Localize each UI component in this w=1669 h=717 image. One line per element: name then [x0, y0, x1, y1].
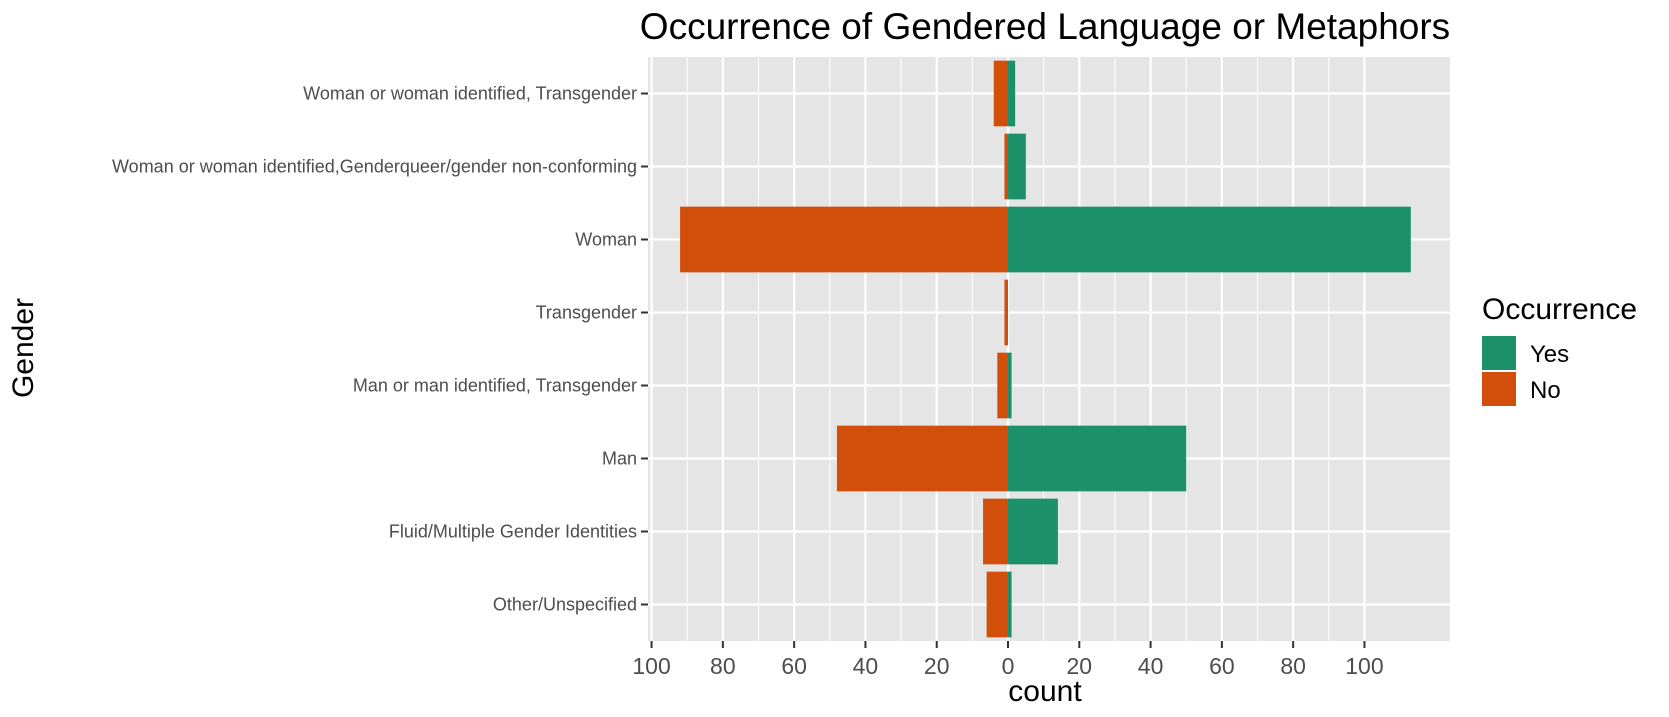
chart-title: Occurrence of Gendered Language or Metap…: [640, 6, 1450, 47]
bar-yes-man: [1008, 425, 1187, 492]
y-tick-label: Transgender: [536, 303, 637, 323]
x-tick-label: 40: [1138, 653, 1164, 679]
x-tick-label: 80: [1280, 653, 1306, 679]
legend: Occurrence Yes No: [1482, 293, 1637, 406]
bar-no-transgender: [1004, 279, 1009, 346]
bar-yes-man-or-man-identified-transgender: [1008, 352, 1012, 419]
legend-title: Occurrence: [1482, 293, 1637, 326]
bar-yes-other-unspecified: [1008, 571, 1012, 638]
bar-no-man-or-man-identified-transgender: [997, 352, 1009, 419]
x-axis: 100 80 60 40 20 0 20 40 60 80 100: [632, 641, 1384, 679]
y-tick-label: Woman: [575, 230, 637, 250]
legend-swatch-no: [1482, 372, 1516, 406]
y-tick-label: Man: [602, 449, 637, 469]
bar-no-woman: [680, 206, 1009, 273]
x-tick-label: 20: [1067, 653, 1093, 679]
y-axis: Woman or woman identified, Transgender Wo…: [112, 84, 648, 615]
bar-no-woman-or-woman-identified-genderqueer-gender-non-conforming: [1004, 133, 1009, 200]
y-tick-label: Woman or woman identified,Genderqueer/ge…: [112, 157, 637, 177]
y-tick-label: Other/Unspecified: [493, 595, 637, 615]
bar-yes-woman-or-woman-identified-transgender: [1008, 60, 1016, 127]
bar-no-fluid-multiple-gender-identities: [983, 498, 1009, 565]
y-tick-label: Fluid/Multiple Gender Identities: [389, 522, 637, 542]
bar-no-man: [836, 425, 1009, 492]
bar-yes-woman: [1008, 206, 1411, 273]
x-tick-label: 20: [924, 653, 950, 679]
legend-label-yes: Yes: [1530, 341, 1569, 368]
x-tick-label: 80: [710, 653, 736, 679]
x-tick-label: 100: [1345, 653, 1383, 679]
legend-swatch-yes: [1482, 336, 1516, 370]
bars: [680, 60, 1411, 638]
y-axis-title: Gender: [7, 298, 40, 398]
bar-yes-woman-or-woman-identified-genderqueer-gender-non-conforming: [1008, 133, 1026, 200]
legend-label-no: No: [1530, 377, 1561, 404]
x-tick-label: 100: [632, 653, 670, 679]
bar-no-woman-or-woman-identified-transgender: [993, 60, 1009, 127]
y-tick-label: Woman or woman identified, Transgender: [303, 84, 637, 104]
x-tick-label: 60: [781, 653, 807, 679]
x-tick-label: 0: [1002, 653, 1015, 679]
x-tick-label: 40: [853, 653, 879, 679]
x-tick-label: 60: [1209, 653, 1235, 679]
y-tick-label: Man or man identified, Transgender: [353, 376, 637, 396]
x-axis-title: count: [1008, 675, 1082, 708]
bar-no-other-unspecified: [986, 571, 1009, 638]
bar-yes-fluid-multiple-gender-identities: [1008, 498, 1058, 565]
